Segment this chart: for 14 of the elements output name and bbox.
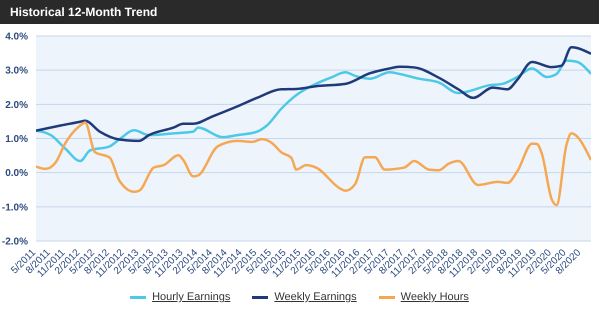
y-tick-label: 4.0% [5,32,28,43]
line-series [36,46,591,142]
chart-title: Historical 12-Month Trend [0,0,599,24]
y-tick-label: -2.0% [2,236,28,248]
y-tick-label: 1.0% [5,134,28,146]
legend-label: Weekly Earnings [274,291,357,303]
line-series [36,59,591,162]
legend-label: Weekly Hours [400,291,469,303]
y-tick-label: 2.0% [5,100,28,111]
y-tick-label: 0.0% [5,168,28,180]
y-tick-label: -1.0% [2,202,28,214]
legend-label: Hourly Earnings [152,291,230,303]
y-tick-label: 3.0% [5,66,28,77]
line-series [36,121,591,206]
